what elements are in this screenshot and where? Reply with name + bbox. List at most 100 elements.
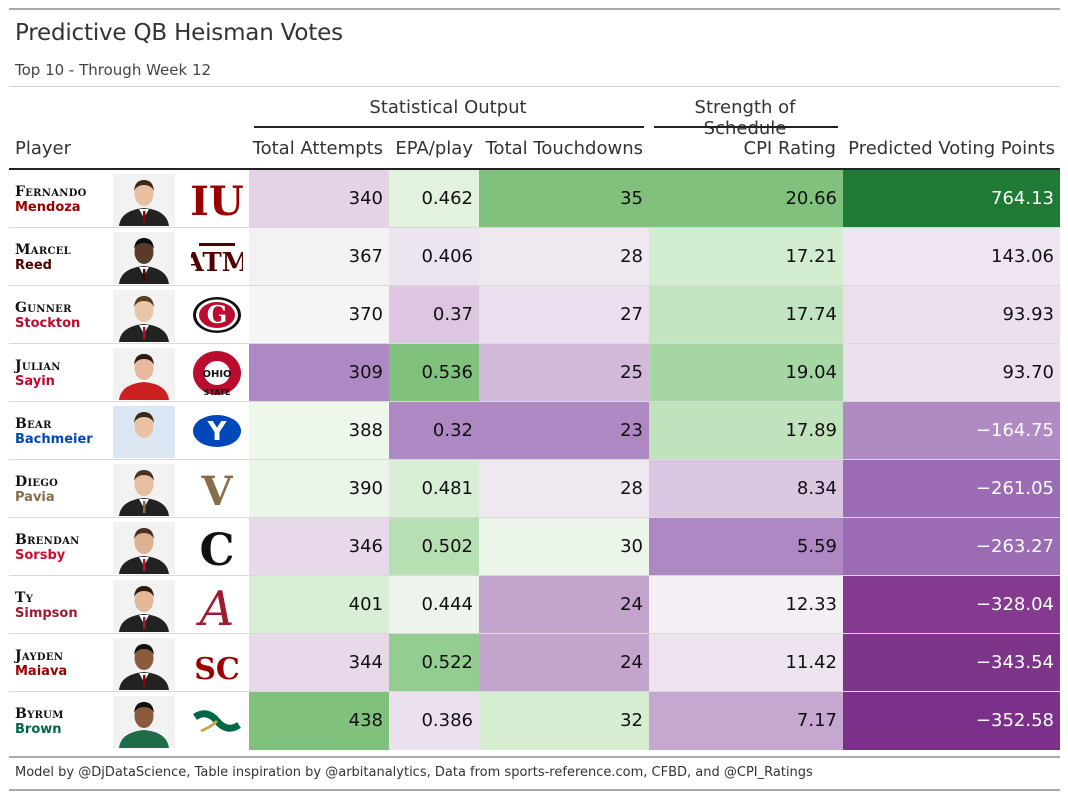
player-first-name: Ty — [15, 590, 34, 606]
cell-epa-play: 0.386 — [389, 692, 479, 750]
svg-text:Y: Y — [207, 417, 228, 447]
cell-epa-play: 0.37 — [389, 286, 479, 344]
svg-text:STATE: STATE — [203, 388, 230, 397]
player-name: Brendan Sorsby — [15, 533, 80, 562]
svg-text:ATM: ATM — [191, 248, 243, 278]
player-first-name: Marcel — [15, 242, 71, 258]
cell-predicted-points: −328.04 — [843, 576, 1060, 634]
footer-bottom-rule — [9, 789, 1060, 791]
cell-total-touchdowns: 23 — [479, 402, 649, 460]
cell-predicted-points: −164.75 — [843, 402, 1060, 460]
player-name: Jayden Maiava — [15, 649, 67, 678]
cell-total-touchdowns: 28 — [479, 228, 649, 286]
cell-total-attempts: 370 — [249, 286, 389, 344]
player-last-name: Reed — [15, 258, 52, 273]
cell-epa-play: 0.462 — [389, 170, 479, 228]
cell-epa-play: 0.522 — [389, 634, 479, 692]
cell-total-touchdowns: 27 — [479, 286, 649, 344]
player-last-name: Simpson — [15, 606, 78, 621]
player-name: Marcel Reed — [15, 243, 71, 272]
cell-epa-play: 0.536 — [389, 344, 479, 402]
table-row: Jayden Maiava SC 344 0.522 24 11.42 −343.54 — [9, 634, 1060, 692]
cell-total-attempts: 401 — [249, 576, 389, 634]
table-title: Predictive QB Heisman Votes — [15, 20, 343, 46]
row-separator — [9, 691, 1060, 692]
cell-cpi-rating: 11.42 — [649, 634, 843, 692]
player-name: Byrum Brown — [15, 707, 64, 736]
col-header-predicted-points: Predicted Voting Points — [848, 138, 1055, 159]
player-headshot — [113, 290, 175, 342]
table-row: Ty Simpson A 401 0.444 24 12.33 −328.04 — [9, 576, 1060, 637]
header-bottom-rule — [9, 168, 1060, 170]
table-row: Gunner Stockton G 370 0.37 27 17.74 93.93 — [9, 286, 1060, 344]
cell-cpi-rating: 20.66 — [649, 170, 843, 228]
cell-predicted-points: −343.54 — [843, 634, 1060, 692]
player-headshot — [113, 406, 175, 458]
svg-text:G: G — [207, 300, 228, 329]
team-logo-icon: G — [191, 291, 243, 339]
team-logo-icon: ATM — [183, 233, 250, 281]
table-row: Julian Sayin OHIO STATE 309 0.536 25 19.04 93.… — [9, 344, 1060, 402]
player-first-name: Byrum — [15, 706, 64, 722]
row-separator — [9, 227, 1060, 228]
player-name: Gunner Stockton — [15, 301, 80, 330]
cell-cpi-rating: 17.89 — [649, 402, 843, 460]
cell-epa-play: 0.502 — [389, 518, 479, 576]
spanner-line-statistical — [254, 126, 644, 128]
player-last-name: Pavia — [15, 490, 55, 505]
cell-cpi-rating: 19.04 — [649, 344, 843, 402]
team-logo-icon: Y — [191, 407, 243, 455]
table-row: Byrum Brown 438 0.386 32 7.17 −352.58 — [9, 692, 1060, 750]
team-logo-icon: V — [191, 465, 243, 515]
cell-cpi-rating: 17.74 — [649, 286, 843, 344]
cell-predicted-points: 764.13 — [843, 170, 1060, 228]
cell-cpi-rating: 12.33 — [649, 576, 843, 634]
team-logo-icon: OHIO STATE — [191, 349, 243, 397]
player-last-name: Maiava — [15, 664, 68, 679]
cell-cpi-rating: 5.59 — [649, 518, 843, 576]
cell-total-touchdowns: 28 — [479, 460, 649, 518]
top-rule — [9, 8, 1060, 10]
table-row: Marcel Reed ATM 367 0.406 28 17.21 143.06 — [9, 228, 1060, 286]
cell-predicted-points: 143.06 — [843, 228, 1060, 286]
player-last-name: Stockton — [15, 316, 81, 331]
player-headshot — [113, 638, 175, 690]
cell-predicted-points: −263.27 — [843, 518, 1060, 576]
cell-total-attempts: 346 — [249, 518, 389, 576]
col-header-player: Player — [15, 138, 72, 159]
cell-cpi-rating: 7.17 — [649, 692, 843, 750]
player-name: Julian Sayin — [15, 359, 61, 388]
cell-predicted-points: 93.93 — [843, 286, 1060, 344]
player-first-name: Bear — [15, 416, 52, 432]
cell-epa-play: 0.406 — [389, 228, 479, 286]
col-header-epa-play: EPA/play — [395, 138, 473, 159]
player-headshot — [113, 696, 175, 748]
cell-total-attempts: 344 — [249, 634, 389, 692]
player-first-name: Julian — [15, 358, 61, 374]
cell-total-touchdowns: 24 — [479, 634, 649, 692]
player-headshot — [113, 522, 175, 574]
cell-total-touchdowns: 32 — [479, 692, 649, 750]
cell-total-touchdowns: 35 — [479, 170, 649, 228]
player-name: Diego Pavia — [15, 475, 58, 504]
player-headshot — [113, 580, 175, 632]
player-name: Fernando Mendoza — [15, 185, 87, 214]
spanner-strength-of-schedule: Strength of Schedule — [694, 97, 796, 139]
cell-total-attempts: 388 — [249, 402, 389, 460]
player-headshot — [113, 348, 175, 400]
svg-text:V: V — [200, 468, 233, 513]
player-name: Bear Bachmeier — [15, 417, 93, 446]
cell-total-attempts: 438 — [249, 692, 389, 750]
team-logo-icon: A — [191, 581, 243, 637]
player-headshot — [113, 464, 175, 516]
player-last-name: Mendoza — [15, 200, 81, 215]
table-row: Bear Bachmeier Y 388 0.32 23 17.89 −164.75 — [9, 402, 1060, 460]
row-separator — [9, 401, 1060, 402]
row-separator — [9, 517, 1060, 518]
cell-predicted-points: 93.70 — [843, 344, 1060, 402]
table-row: Diego Pavia V 390 0.481 28 8.34 −261.05 — [9, 460, 1060, 518]
player-first-name: Gunner — [15, 300, 72, 316]
player-last-name: Sayin — [15, 374, 55, 389]
player-first-name: Jayden — [15, 648, 64, 664]
svg-text:IU: IU — [191, 178, 243, 223]
